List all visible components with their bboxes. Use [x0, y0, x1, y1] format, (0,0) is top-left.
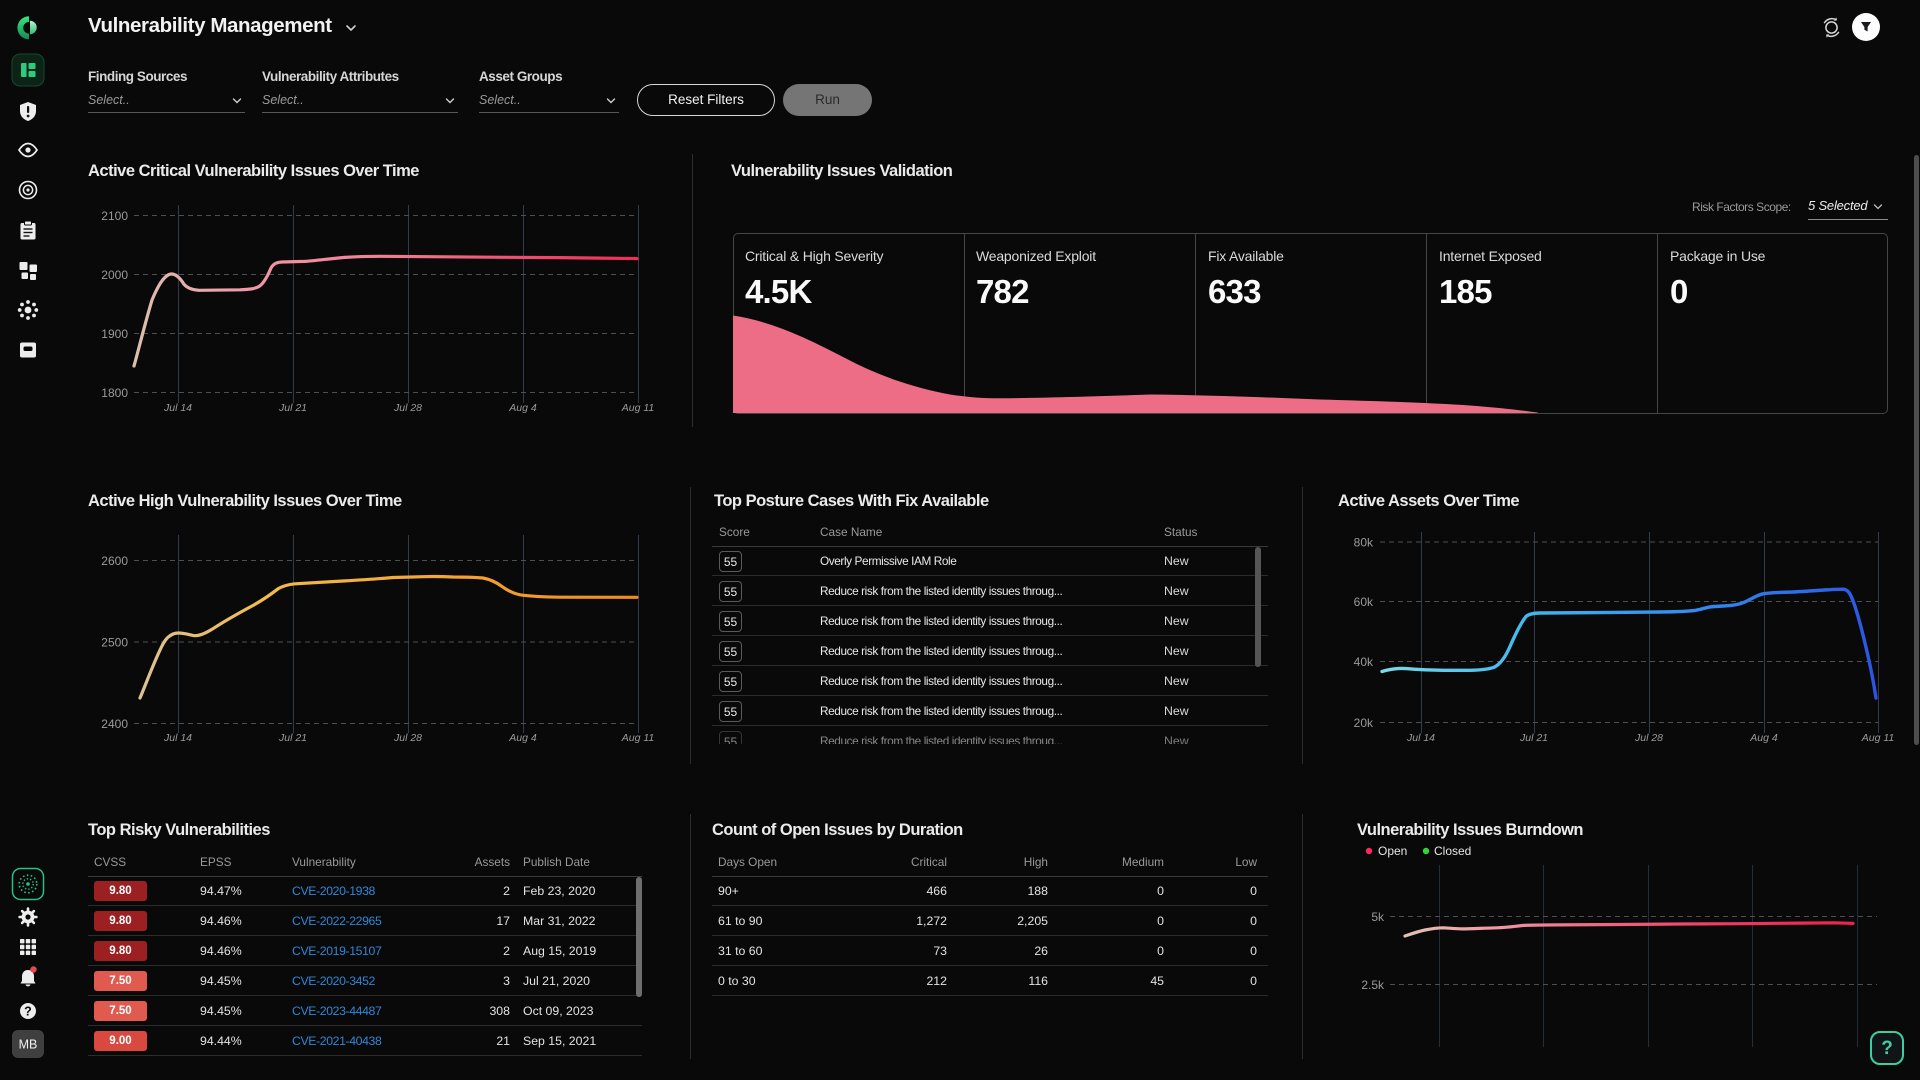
svg-text:5k: 5k: [1371, 910, 1385, 924]
svg-text:Open: Open: [1378, 844, 1407, 858]
svg-text:Jul 28: Jul 28: [1634, 732, 1663, 744]
svg-text:20k: 20k: [1354, 716, 1374, 730]
svg-text:Jul 21: Jul 21: [278, 402, 307, 414]
svg-text:2000: 2000: [101, 268, 128, 282]
svg-text:1800: 1800: [101, 386, 128, 400]
svg-text:Aug 11: Aug 11: [621, 732, 655, 744]
svg-text:Closed: Closed: [1434, 844, 1471, 858]
svg-text:2400: 2400: [101, 717, 128, 731]
svg-text:Jul 21: Jul 21: [1519, 732, 1548, 744]
svg-text:Aug 11: Aug 11: [621, 402, 655, 414]
svg-text:Jul 14: Jul 14: [1406, 732, 1435, 744]
svg-text:Jul 14: Jul 14: [163, 732, 192, 744]
svg-text:?: ?: [24, 1005, 32, 1019]
svg-text:Aug 4: Aug 4: [1749, 732, 1778, 744]
svg-text:Aug 4: Aug 4: [508, 732, 537, 744]
svg-text:80k: 80k: [1354, 536, 1374, 550]
svg-text:Aug 4: Aug 4: [508, 402, 537, 414]
svg-text:2.5k: 2.5k: [1361, 978, 1385, 992]
svg-text:Jul 28: Jul 28: [393, 402, 422, 414]
svg-text:1900: 1900: [101, 327, 128, 341]
svg-text:40k: 40k: [1354, 655, 1374, 669]
svg-text:Jul 28: Jul 28: [393, 732, 422, 744]
svg-text:Jul 14: Jul 14: [163, 402, 192, 414]
svg-text:2600: 2600: [101, 554, 128, 568]
svg-text:2500: 2500: [101, 636, 128, 650]
svg-text:Jul 21: Jul 21: [278, 732, 307, 744]
svg-text:2100: 2100: [101, 209, 128, 223]
svg-text:MB: MB: [19, 1038, 38, 1052]
svg-text:60k: 60k: [1354, 595, 1374, 609]
svg-text:Aug 11: Aug 11: [1861, 732, 1895, 744]
